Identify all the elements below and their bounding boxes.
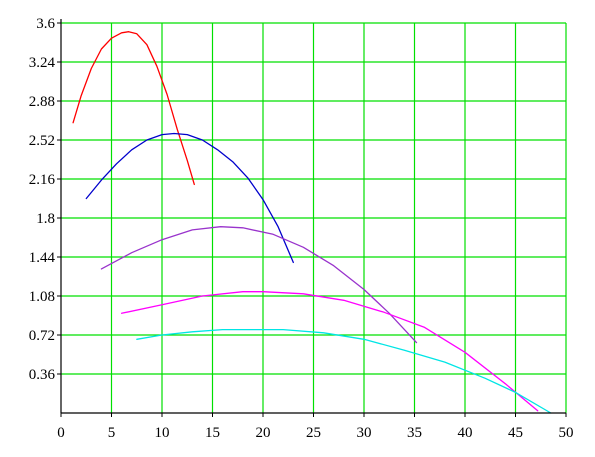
x-tick-label: 25: [306, 425, 321, 441]
series-line-2: [100, 226, 418, 344]
series-line-1: [85, 132, 294, 264]
series-line-0: [72, 31, 195, 186]
x-tick-label: 0: [57, 425, 65, 441]
y-tick-label: 1.08: [29, 289, 55, 305]
x-tick-label: 45: [508, 425, 523, 441]
y-tick-label: 1.44: [29, 250, 56, 266]
x-tick-label: 20: [256, 425, 271, 441]
x-tick-label: 10: [155, 425, 170, 441]
y-tick-labels: 0.36 0.72 1.08 1.44 1.8 2.16 2.52 2.88 3.24 3.6: [29, 16, 56, 383]
x-tick-label: 50: [559, 425, 574, 441]
series-layer: [72, 31, 552, 414]
y-tick-label: 3.6: [36, 16, 55, 32]
y-tick-label: 2.16: [29, 172, 56, 188]
x-tick-label: 15: [205, 425, 220, 441]
y-tick-label: 1.8: [36, 211, 55, 227]
y-tick-label: 0.36: [29, 367, 56, 383]
y-tick-label: 2.88: [29, 94, 55, 110]
y-tick-label: 3.24: [29, 55, 56, 71]
axes: [57, 19, 567, 417]
x-tick-label: 30: [357, 425, 372, 441]
x-tick-label: 40: [458, 425, 473, 441]
series-line-4: [136, 328, 552, 414]
y-tick-label: 2.52: [29, 133, 55, 149]
x-tick-label: 35: [407, 425, 422, 441]
x-tick-label: 5: [108, 425, 116, 441]
x-tick-labels: 0 5 10 15 20 25 30 35 40 45 50: [57, 425, 573, 441]
series-line-3: [120, 291, 539, 412]
y-tick-label: 0.72: [29, 328, 55, 344]
